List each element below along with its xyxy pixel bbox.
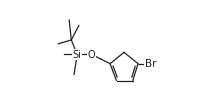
Text: Br: Br	[145, 59, 157, 69]
Text: O: O	[88, 49, 96, 60]
Text: Si: Si	[73, 49, 82, 60]
